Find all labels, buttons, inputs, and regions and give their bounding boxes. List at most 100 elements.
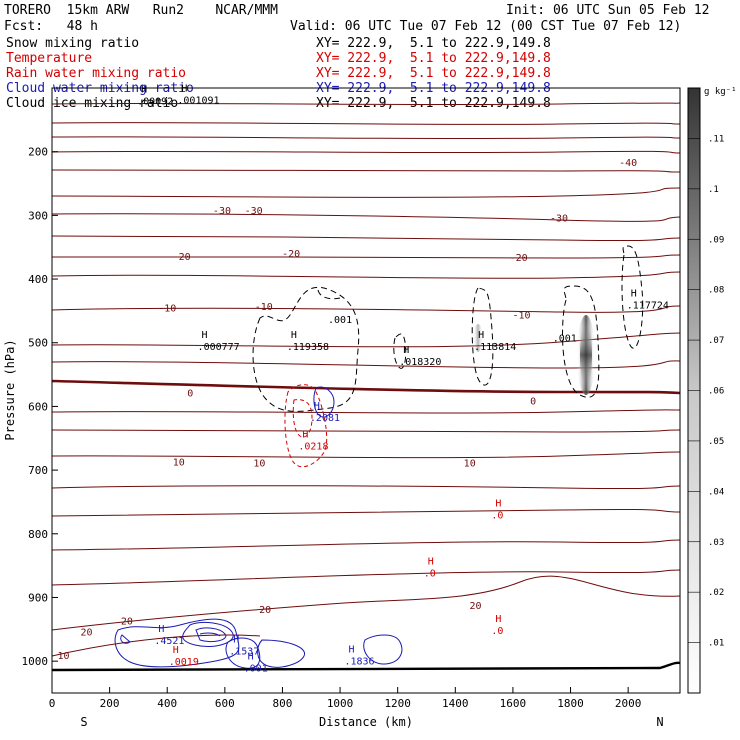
isotherm-line (51, 102, 681, 106)
isotherm-label: -10 (513, 310, 531, 321)
maximum-marker: H (495, 614, 501, 625)
isotherm-line (51, 235, 681, 242)
isotherm-line (51, 360, 681, 369)
x-tick-label: 800 (273, 697, 293, 710)
isotherm-label: 20 (259, 605, 271, 616)
isotherm-label: 10 (253, 459, 265, 470)
snow-contour (621, 245, 644, 349)
isotherm-label: 20 (121, 617, 133, 628)
y-tick-label: 300 (28, 209, 48, 222)
isotherm-label: -20 (173, 252, 191, 263)
y-tick-label: 700 (28, 464, 48, 477)
cloud-contour (313, 386, 335, 418)
x-axis-end-north: N (656, 715, 663, 729)
rain-contours (284, 384, 328, 468)
isotherm-line (51, 187, 681, 198)
isotherm-label: -40 (619, 158, 637, 169)
snow-shade-core (580, 319, 592, 391)
isotherm-label: -30 (550, 214, 568, 225)
maximum-marker: H (314, 401, 320, 412)
colorbar-tick-label: .02 (708, 588, 724, 598)
cloud-contour (182, 621, 234, 647)
maximum-marker: H (291, 330, 297, 341)
model-title: TORERO 15km ARW Run2 NCAR/MMM (4, 3, 278, 18)
x-tick-label: 1000 (327, 697, 354, 710)
isotherm-line (51, 429, 681, 433)
cloud-water-contours (114, 386, 403, 669)
chart-labels: -40 -30 -30 -30 -20 -20 -20 -10 -10 -10 0 0 10 10 10 20… (57, 83, 668, 674)
x-tick-label: 600 (215, 697, 235, 710)
y-tick-label: 800 (28, 528, 48, 541)
isotherm-line (51, 136, 681, 140)
maximum-marker: H (202, 330, 208, 341)
isotherm-label: -10 (158, 303, 176, 314)
snow-contour-label: .001 (553, 333, 577, 344)
isotherm-line (51, 539, 681, 551)
maximum-marker: H (348, 645, 354, 656)
isotherm-lines (51, 102, 681, 657)
maximum-value-label: .0218 (298, 441, 328, 452)
isotherm-label: 0 (530, 396, 536, 407)
maximum-value-label: .117724 (627, 301, 669, 312)
isotherm-line (51, 213, 681, 222)
colorbar-tick-label: .01 (708, 639, 724, 649)
x-tick-label: 2000 (615, 697, 642, 710)
maximum-marker: H (428, 557, 434, 568)
snow-contour (471, 287, 494, 386)
rain-contour (292, 399, 313, 438)
maximum-marker: H (478, 330, 484, 341)
y-tick-label: 600 (28, 400, 48, 413)
colorbar-tick-label: .09 (708, 235, 724, 245)
snow-contour (252, 286, 360, 412)
isotherm-line (51, 508, 681, 517)
x-axis-end-south: S (80, 715, 87, 729)
isotherm-line (51, 485, 681, 490)
init-time: Init: 06 UTC Sun 05 Feb 12 (506, 3, 710, 18)
maximum-marker: H (248, 652, 254, 663)
colorbar-tick-label: .08 (708, 286, 724, 296)
isotherm-line (51, 150, 681, 154)
cloud-contour (257, 639, 305, 668)
colorbar-unit: g kg⁻¹ (704, 87, 737, 97)
forecast-hour: Fcst: 48 h (4, 19, 98, 34)
maximum-value-label: .00092 (137, 97, 173, 108)
x-tick-label: 1400 (442, 697, 469, 710)
legend-xy-snow: XY= 222.9, 5.1 to 222.9,149.8 (316, 36, 551, 51)
snow-contours (252, 245, 644, 412)
maximum-value-label: .0 (424, 569, 436, 580)
y-axis-title: Pressure (hPa) (3, 339, 17, 440)
cloud-contour (120, 634, 131, 644)
colorbar-tick-label: .06 (708, 387, 724, 397)
isotherm-line (51, 451, 681, 459)
legend-xy-rain: XY= 222.9, 5.1 to 222.9,149.8 (316, 66, 551, 81)
isotherm-label: -10 (255, 302, 273, 313)
x-tick-label: 1200 (384, 697, 411, 710)
isotherm-label: 10 (464, 459, 476, 470)
x-tick-label: 200 (100, 697, 120, 710)
isotherm-line (51, 305, 681, 313)
x-axis-title: Distance (km) (319, 715, 413, 729)
isotherm-line (51, 409, 681, 414)
maximum-value-label: .1537 (229, 646, 259, 657)
isotherm-line (51, 332, 681, 348)
snow-contour (317, 289, 341, 300)
y-tick-label: 1000 (22, 655, 49, 668)
colorbar-tick-label: .04 (708, 487, 724, 497)
cloud-contour (195, 627, 227, 643)
isotherm-label: -20 (282, 249, 300, 260)
maximum-value-label: .0 (491, 511, 503, 522)
legend-label-rain: Rain water mixing ratio (6, 66, 187, 81)
isotherm-line (51, 569, 681, 586)
maximum-value-label: .4521 (154, 636, 184, 647)
isotherm-label: 20 (469, 601, 481, 612)
isotherm-line (51, 271, 681, 279)
legend-xy-cloud-ice: XY= 222.9, 5.1 to 222.9,149.8 (316, 96, 551, 111)
cloud-contour (199, 632, 221, 637)
colorbar-ticks: .01 .02 .03 .04 .05 .06 .07 .08 .09 .1 .11 (688, 134, 724, 649)
maximum-marker: H (158, 624, 164, 635)
maximum-marker: H (403, 345, 409, 356)
maximum-marker: H (495, 499, 501, 510)
x-tick-label: 400 (157, 697, 177, 710)
isotherm-label: 10 (57, 651, 69, 662)
